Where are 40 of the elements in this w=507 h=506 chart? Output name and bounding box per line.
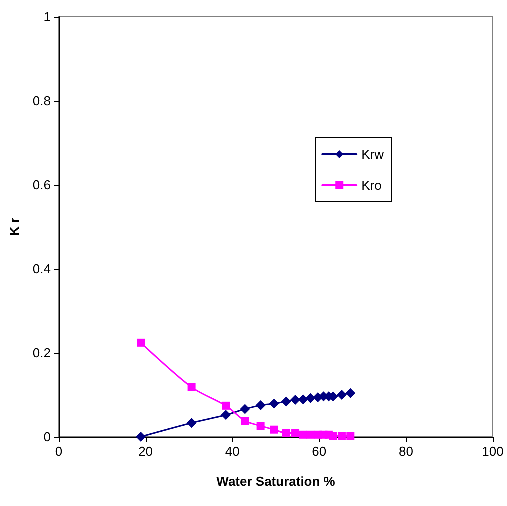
point bbox=[222, 402, 230, 410]
point bbox=[240, 404, 250, 414]
point bbox=[346, 432, 355, 440]
point bbox=[137, 338, 146, 347]
point bbox=[270, 426, 278, 434]
point bbox=[298, 394, 308, 405]
y-tick-label: 0.4 bbox=[32, 262, 51, 276]
point bbox=[336, 390, 347, 400]
y-tick-label: 0 bbox=[44, 430, 51, 444]
point bbox=[292, 429, 300, 438]
x-axis-title: Water Saturation % bbox=[216, 474, 336, 489]
y-tick-label: 1 bbox=[44, 10, 51, 24]
x-tick-label: 40 bbox=[225, 444, 240, 459]
point bbox=[282, 429, 290, 438]
point bbox=[346, 388, 356, 398]
point bbox=[306, 393, 316, 404]
y-axis-title: K r bbox=[7, 218, 22, 236]
y-tick-label: 0.6 bbox=[32, 178, 51, 192]
y-tick-label: 0.2 bbox=[32, 346, 51, 360]
x-tick-label: 80 bbox=[398, 444, 414, 459]
point bbox=[269, 398, 280, 409]
x-tick-label: 60 bbox=[312, 444, 327, 459]
x-tick-label: 20 bbox=[138, 444, 154, 459]
point bbox=[338, 432, 346, 440]
point bbox=[188, 383, 196, 392]
point bbox=[256, 400, 266, 410]
point bbox=[221, 410, 232, 420]
point bbox=[241, 417, 250, 426]
legend-label: Krw bbox=[362, 147, 385, 162]
point bbox=[306, 430, 315, 439]
legend-label: Kro bbox=[362, 178, 382, 193]
x-tick-label: 0 bbox=[55, 444, 63, 459]
point bbox=[290, 395, 301, 406]
x-tick-label: 100 bbox=[482, 444, 504, 459]
point bbox=[256, 422, 265, 430]
point bbox=[186, 418, 197, 428]
point bbox=[136, 432, 146, 442]
point bbox=[281, 396, 292, 407]
y-tick-label: 0.8 bbox=[32, 94, 51, 108]
point bbox=[329, 432, 338, 440]
